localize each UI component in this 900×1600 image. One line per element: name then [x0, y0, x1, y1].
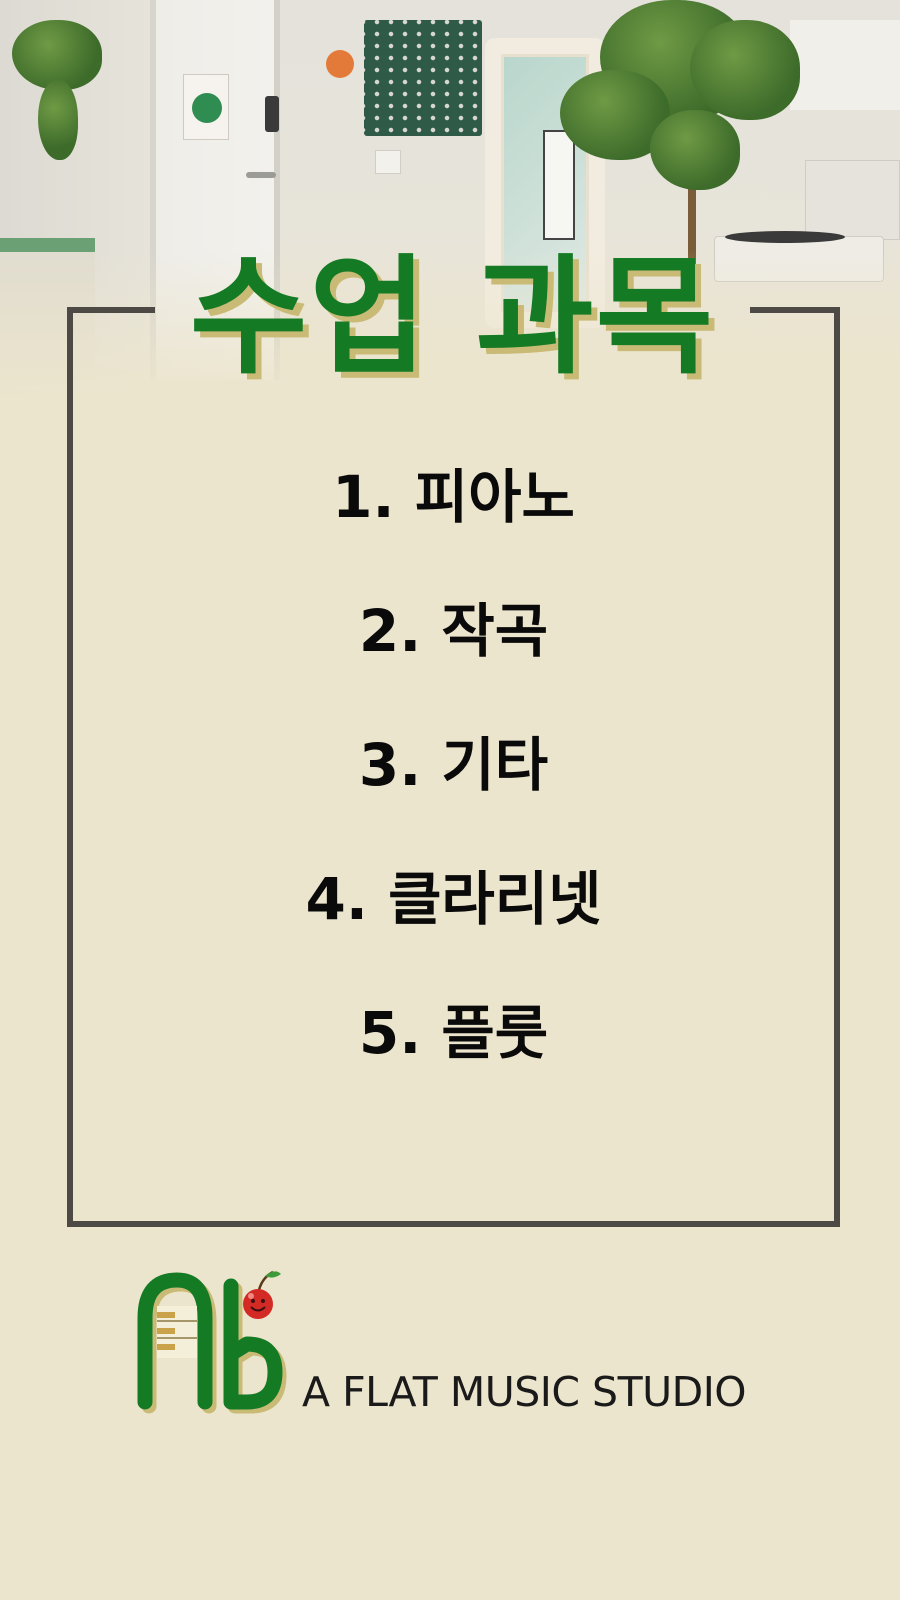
frame-left — [67, 307, 73, 1227]
wall-board — [364, 20, 482, 136]
logo-letters — [137, 1272, 283, 1410]
door-poster — [183, 74, 229, 140]
door-handle — [246, 172, 276, 178]
studio-logo — [137, 1270, 287, 1414]
subject-item: 5. 플룻 — [358, 999, 549, 1067]
piano-keys-icon — [157, 1306, 197, 1358]
cherry-icon — [243, 1270, 281, 1319]
background-photo — [0, 0, 900, 400]
speaker-box — [805, 160, 900, 240]
page-title: 수업 과목 — [189, 243, 716, 392]
plant-trunk — [688, 120, 696, 280]
frame-right — [834, 307, 840, 1227]
subject-item: 1. 피아노 — [332, 463, 575, 531]
subject-item: 3. 기타 — [358, 731, 549, 799]
subject-item: 2. 작곡 — [358, 597, 549, 665]
plant-leaves — [690, 20, 800, 120]
plant-leaves — [650, 110, 740, 190]
frame-top-right — [750, 307, 840, 313]
door-lock — [265, 96, 279, 132]
light-switch — [375, 150, 401, 174]
subject-list: 1. 피아노 2. 작곡 3. 기타 4. 클라리넷 5. 플룻 — [73, 430, 834, 1100]
frame-bottom — [67, 1221, 840, 1227]
studio-name: A FLAT MUSIC STUDIO — [302, 1368, 747, 1416]
photo-fade — [0, 250, 900, 400]
wall-shelf — [790, 20, 900, 110]
hanging-plant — [12, 20, 102, 90]
subject-item: 4. 클라리넷 — [305, 865, 602, 933]
picture-frame — [543, 130, 575, 240]
wall-clock — [326, 50, 354, 78]
hanging-plant — [38, 80, 78, 160]
frame-top-left — [67, 307, 155, 313]
